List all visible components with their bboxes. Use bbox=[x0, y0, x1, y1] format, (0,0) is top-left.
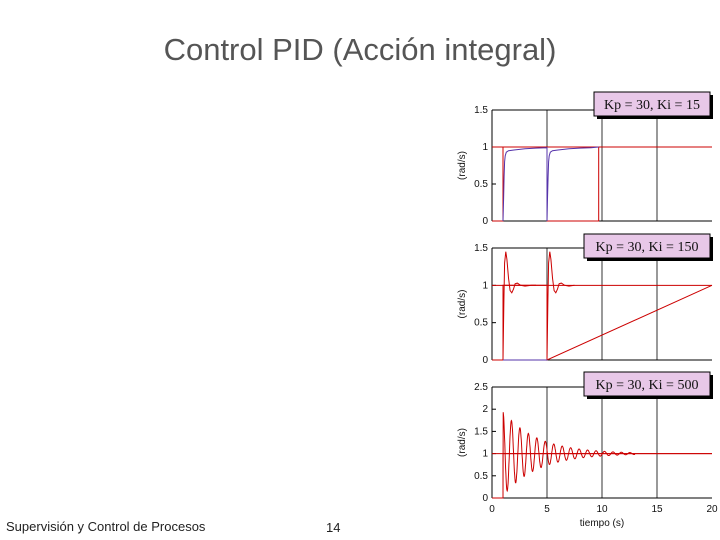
x-tick-label: 10 bbox=[596, 504, 608, 515]
legend-box bbox=[593, 91, 711, 117]
footer-page-number: 14 bbox=[326, 520, 341, 535]
y-axis-label: (rad/s) bbox=[457, 428, 468, 457]
y-tick-label: 0 bbox=[482, 216, 488, 227]
y-tick-label: 1 bbox=[482, 449, 488, 460]
footer-course-name: Supervisión y Control de Procesos bbox=[6, 519, 206, 534]
y-axis-label: (rad/s) bbox=[457, 151, 468, 180]
y-tick-label: 0 bbox=[482, 493, 488, 504]
y-tick-label: 0.5 bbox=[474, 471, 488, 482]
slide-title: Control PID (Acción integral) bbox=[163, 32, 557, 67]
x-tick-label: 0 bbox=[489, 504, 495, 515]
y-tick-label: 2.5 bbox=[474, 382, 488, 393]
series-line bbox=[502, 251, 536, 361]
legend-label: Kp = 30, Ki = 150 bbox=[596, 240, 699, 255]
legend-label: Kp = 30, Ki = 15 bbox=[604, 98, 700, 113]
x-tick-label: 20 bbox=[706, 504, 718, 515]
y-tick-label: 0.5 bbox=[474, 318, 488, 329]
legend-label: Kp = 30, Ki = 500 bbox=[596, 378, 699, 393]
legend-box bbox=[583, 233, 711, 259]
legend-box bbox=[583, 371, 711, 397]
y-tick-label: 1.5 bbox=[474, 105, 488, 116]
series-line bbox=[546, 251, 575, 361]
y-tick-label: 0.5 bbox=[474, 179, 488, 190]
y-axis-label: (rad/s) bbox=[457, 290, 468, 319]
y-tick-label: 1 bbox=[482, 142, 488, 153]
y-tick-label: 1.5 bbox=[474, 243, 488, 254]
series-line bbox=[502, 412, 636, 499]
y-tick-label: 0 bbox=[482, 355, 488, 366]
series-line bbox=[502, 146, 599, 222]
x-axis-label: tiempo (s) bbox=[580, 518, 624, 529]
y-tick-label: 2 bbox=[482, 404, 488, 415]
y-tick-label: 1 bbox=[482, 280, 488, 291]
x-tick-label: 15 bbox=[651, 504, 663, 515]
series-line bbox=[492, 284, 713, 361]
y-tick-label: 1.5 bbox=[474, 426, 488, 437]
x-tick-label: 5 bbox=[544, 504, 550, 515]
